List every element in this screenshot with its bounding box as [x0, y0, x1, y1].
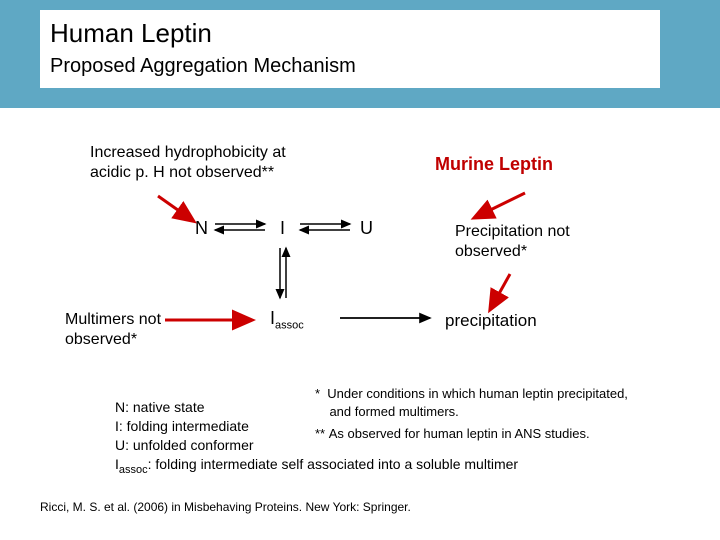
state-U: U: [360, 218, 373, 239]
note-top-left: Increased hydrophobicity at acidic p. H …: [90, 143, 286, 183]
title-box: Human Leptin Proposed Aggregation Mechan…: [40, 10, 660, 88]
note-right-mid: Precipitation not observed*: [455, 222, 570, 262]
fn-text: and formed multimers.: [329, 404, 458, 419]
page-subtitle: Proposed Aggregation Mechanism: [50, 55, 650, 78]
legend-rest: : folding intermediate self associated i…: [148, 456, 518, 472]
state-I: I: [280, 218, 285, 239]
note-text: observed*: [65, 331, 137, 348]
note-left-mid: Multimers not observed*: [65, 310, 161, 350]
murine-heading: Murine Leptin: [435, 153, 553, 176]
fn-text: Under conditions in which human leptin p…: [327, 386, 628, 401]
precipitation-label: precipitation: [445, 310, 537, 331]
fn-text: As observed for human leptin in ANS stud…: [329, 426, 590, 441]
page-title: Human Leptin: [50, 18, 650, 49]
footnote-2: ** As observed for human leptin in ANS s…: [315, 425, 590, 443]
legend-assoc-sub: assoc: [119, 463, 148, 475]
state-N: N: [195, 218, 208, 239]
footnote-1: * Under conditions in which human leptin…: [315, 385, 628, 420]
state-Iassoc-sub: assoc: [275, 320, 304, 332]
legend-line: Iassoc: folding intermediate self associ…: [115, 455, 518, 478]
note-text: acidic p. H not observed**: [90, 164, 274, 181]
fn-star: *: [315, 386, 320, 401]
note-text: observed*: [455, 243, 527, 260]
note-text: Increased hydrophobicity at: [90, 144, 286, 161]
fn-star: **: [315, 426, 325, 441]
note-text: Precipitation not: [455, 223, 570, 240]
state-Iassoc: Iassoc: [270, 308, 304, 332]
note-text: Multimers not: [65, 311, 161, 328]
citation: Ricci, M. S. et al. (2006) in Misbehavin…: [40, 500, 411, 514]
